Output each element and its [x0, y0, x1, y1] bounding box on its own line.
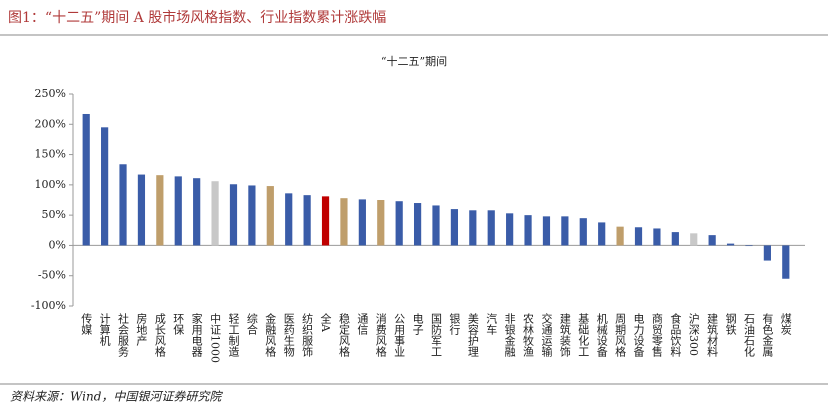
x-tick-label: 建筑材料 — [706, 312, 719, 358]
x-tick-label: 国防军工 — [430, 313, 443, 357]
y-tick-label: 50% — [42, 208, 66, 221]
bar — [634, 227, 643, 246]
x-tick-label: 沪深300 — [687, 312, 700, 356]
y-tick-label: 250% — [35, 87, 66, 100]
x-tick-label: 非银金融 — [503, 313, 516, 358]
y-tick-label: 150% — [35, 148, 66, 161]
x-tick-label: 全A — [319, 312, 332, 333]
source-note: 资料来源：Wind，中国银河证券研究院 — [10, 390, 223, 404]
bar — [358, 199, 366, 246]
x-tick-label: 银行 — [448, 312, 461, 336]
bar — [598, 222, 606, 246]
bar — [450, 209, 459, 246]
x-tick-label: 环保 — [172, 313, 185, 336]
x-tick-label: 成长风格 — [153, 313, 166, 358]
bar — [340, 198, 348, 246]
bar — [763, 245, 771, 261]
bar — [303, 195, 311, 246]
x-tick-label: 电子 — [411, 313, 424, 335]
bar — [726, 243, 735, 246]
x-tick-label: 稳定风格 — [337, 312, 350, 358]
bar — [708, 235, 716, 246]
x-tick-label: 煤炭 — [779, 313, 792, 336]
x-tick-label: 社会服务 — [117, 312, 130, 357]
x-tick-label: 钢铁 — [724, 313, 737, 335]
x-tick-label: 消费风格 — [374, 312, 387, 358]
x-tick-label: 农林牧渔 — [522, 312, 535, 358]
x-tick-label: 周期风格 — [614, 313, 627, 358]
bar — [137, 174, 146, 246]
bar — [156, 175, 164, 246]
bar — [616, 226, 624, 246]
y-tick-label: 100% — [35, 178, 66, 191]
bar — [266, 186, 274, 246]
bar — [524, 215, 532, 246]
x-tick-label: 纺织服饰 — [301, 312, 314, 357]
bar — [469, 210, 477, 246]
bar — [395, 201, 403, 246]
x-tick-label: 汽车 — [485, 312, 498, 336]
bar — [248, 185, 256, 246]
bar — [561, 216, 569, 246]
y-tick-label: -50% — [38, 269, 66, 282]
page-title: 图1：“十二五”期间 A 股市场风格指数、行业指数累计涨跌幅 — [8, 9, 386, 26]
bar — [506, 213, 514, 246]
x-tick-label: 公用事业 — [393, 313, 406, 357]
y-tick-label: 200% — [35, 117, 66, 130]
x-tick-label: 石油石化 — [742, 313, 755, 358]
bar — [285, 193, 293, 246]
bar — [101, 127, 109, 246]
x-tick-label: 家用电器 — [190, 312, 203, 358]
y-tick-label: 0% — [49, 238, 66, 251]
x-tick-label: 美容护理 — [466, 313, 479, 357]
bar — [671, 232, 679, 246]
x-tick-label: 综合 — [245, 312, 258, 335]
x-tick-label: 有色金属 — [761, 312, 774, 358]
x-tick-label: 中证1000 — [209, 313, 222, 363]
x-tick-label: 建筑装饰 — [558, 312, 571, 357]
x-tick-label: 电力设备 — [632, 313, 645, 358]
bar — [211, 181, 219, 246]
x-tick-label: 计算机 — [98, 313, 111, 346]
bar — [82, 113, 90, 246]
x-tick-label: 金融风格 — [264, 312, 277, 358]
bar — [413, 203, 422, 246]
bar — [745, 245, 753, 247]
bar — [119, 164, 127, 246]
x-tick-label: 传媒 — [80, 313, 93, 336]
bar — [579, 218, 587, 246]
bar — [321, 196, 330, 246]
x-tick-label: 通信 — [356, 313, 369, 336]
x-tick-label: 轻工制造 — [227, 312, 240, 357]
x-tick-label: 房地产 — [135, 313, 148, 347]
bar — [432, 205, 440, 246]
bar — [487, 210, 495, 246]
x-tick-label: 医药生物 — [282, 313, 295, 357]
bar — [229, 184, 238, 246]
bar — [377, 200, 385, 246]
bar — [653, 228, 661, 246]
bar — [174, 176, 182, 246]
x-tick-label: 基础化工 — [577, 313, 590, 357]
y-tick-label: -100% — [31, 299, 66, 312]
bar — [690, 233, 698, 246]
bar — [193, 178, 201, 246]
bar — [542, 216, 551, 246]
chart-title: “十二五”期间 — [381, 54, 447, 68]
x-tick-label: 食品饮料 — [669, 312, 682, 358]
x-tick-label: 机械设备 — [595, 312, 608, 358]
x-tick-label: 商贸零售 — [650, 312, 663, 358]
bar — [782, 245, 790, 279]
x-tick-label: 交通运输 — [540, 312, 553, 358]
